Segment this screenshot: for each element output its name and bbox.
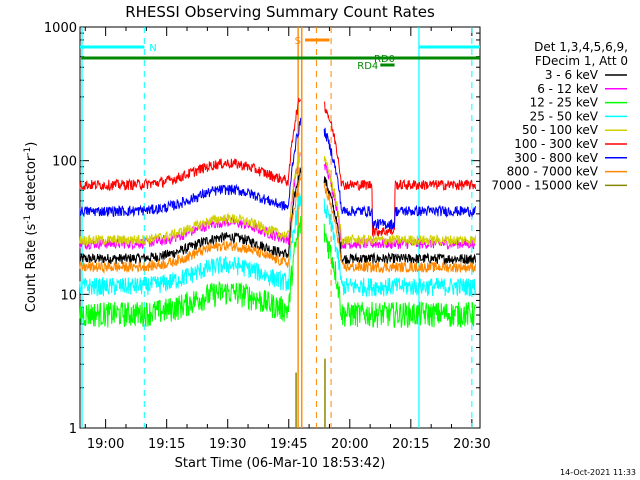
series-line (323, 176, 476, 265)
y-axis-label-mid: detector (24, 155, 39, 215)
flag-label: N (149, 43, 156, 54)
series-line (323, 127, 476, 230)
series-line (79, 176, 302, 275)
series-line (79, 192, 302, 297)
legend-entry-label: 100 - 300 keV (514, 137, 598, 151)
y-tick-label: 10 (60, 288, 77, 303)
flag-label: RD0 (374, 54, 395, 65)
series-line (323, 223, 476, 328)
legend-entry-label: 300 - 800 keV (514, 151, 598, 165)
legend-entry-label: 800 - 7000 keV (507, 165, 599, 179)
series-line (79, 216, 302, 328)
y-axis-label-sup2: -1 (23, 147, 33, 156)
legend-entry-label: 25 - 50 keV (530, 109, 599, 123)
legend-entry-label: 7000 - 15000 keV (491, 178, 598, 192)
flag-label: S (295, 36, 301, 47)
y-axis-label-end: ) (24, 142, 39, 147)
legend-entry-label: 50 - 100 keV (522, 123, 599, 137)
legend: Det 1,3,4,5,6,9, FDecim 1, Att 0 3 - 6 k… (491, 40, 628, 192)
legend-entry-label: 12 - 25 keV (530, 96, 599, 110)
legend-header-line-2: FDecim 1, Att 0 (535, 54, 628, 68)
legend-entry-label: 3 - 6 keV (545, 68, 599, 82)
legend-entry-label: 6 - 12 keV (537, 82, 599, 96)
y-tick-label: 1000 (44, 21, 77, 36)
x-axis-label: Start Time (06-Mar-10 18:53:42) (175, 456, 386, 471)
series-line (323, 101, 476, 238)
series-line (79, 167, 302, 265)
flag-label: RD4 (357, 61, 378, 72)
plot-area: 1 10 100 1000 19:00 19:15 19:30 19:45 20:00 20:15… (44, 21, 491, 452)
x-tick-label: 19:45 (270, 437, 307, 452)
x-tick-label: 20:30 (453, 437, 490, 452)
x-tick-label: 20:00 (331, 437, 368, 452)
x-tick-label: 19:30 (209, 437, 246, 452)
series-line (79, 97, 302, 192)
series-line (323, 198, 476, 298)
footer-date: 14-Oct-2021 11:33 (560, 468, 636, 477)
plot-frame (79, 26, 481, 429)
y-axis-label-main: Count Rate (s (24, 224, 39, 313)
legend-header-line-1: Det 1,3,4,5,6,9, (534, 40, 628, 54)
chart-title: RHESSI Observing Summary Count Rates (125, 3, 435, 21)
y-axis-label: Count Rate (s-1 detector-1) (23, 142, 39, 313)
x-tick-label: 19:00 (87, 437, 124, 452)
x-tick-label: 19:15 (148, 437, 185, 452)
series-line (323, 156, 476, 247)
y-axis-label-sup: -1 (23, 215, 33, 224)
series-line (79, 117, 302, 218)
y-tick-label: 100 (52, 155, 77, 170)
series-line (323, 183, 476, 274)
x-tick-label: 20:15 (392, 437, 429, 452)
y-tick-label: 1 (69, 422, 77, 437)
series-line (79, 152, 302, 247)
series-line (323, 161, 476, 250)
